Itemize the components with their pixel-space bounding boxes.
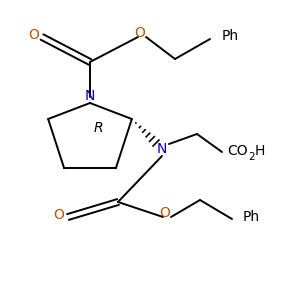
Text: N: N — [85, 89, 95, 103]
Text: O: O — [29, 28, 39, 42]
Text: Ph: Ph — [222, 29, 239, 43]
Text: O: O — [135, 26, 145, 40]
Text: H: H — [255, 144, 265, 158]
Text: R: R — [93, 121, 103, 134]
Text: O: O — [160, 206, 170, 220]
Text: CO: CO — [227, 144, 248, 158]
Text: Ph: Ph — [243, 210, 260, 224]
Text: 2: 2 — [248, 152, 255, 162]
Text: N: N — [157, 142, 167, 156]
Text: O: O — [54, 208, 64, 222]
